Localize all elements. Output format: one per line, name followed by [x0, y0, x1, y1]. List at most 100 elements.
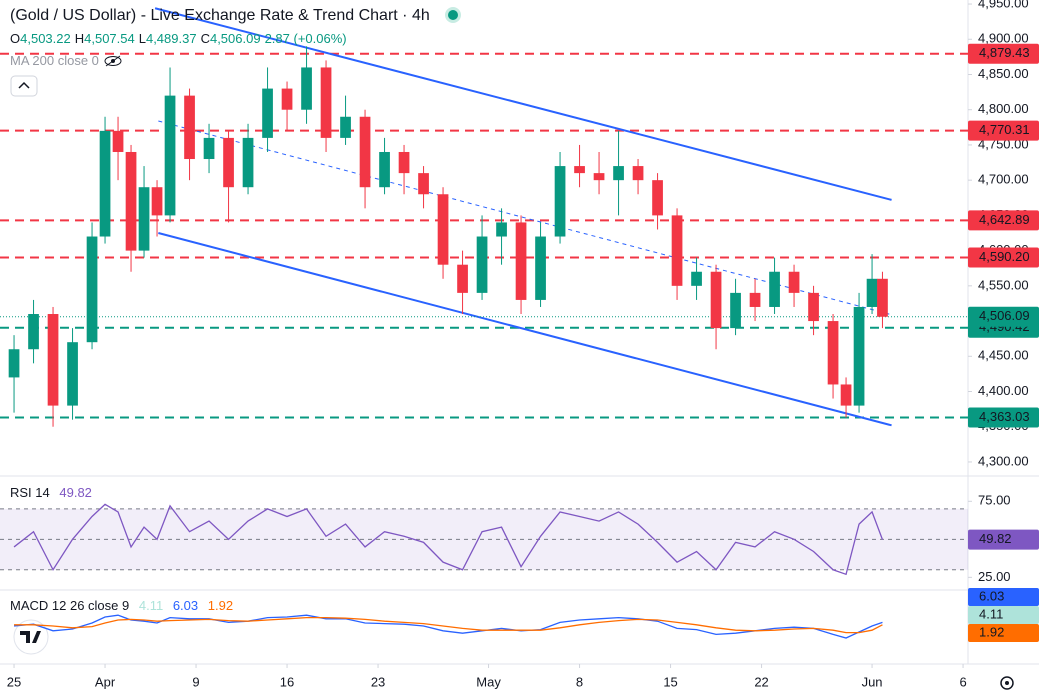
hidden-icon[interactable] [103, 55, 123, 67]
candle-body [340, 116, 351, 138]
candle-body [301, 67, 312, 110]
live-dot [448, 10, 459, 20]
x-tick-label: Apr [95, 674, 116, 689]
x-tick-label: 6 [959, 674, 966, 689]
y-tick-label: 4,400.00 [978, 383, 1029, 398]
readout-change: 2.87 (+0.06%) [264, 31, 347, 46]
candle-body [710, 271, 722, 329]
x-tick-label: 9 [192, 674, 199, 689]
signal-value: 1.92 [207, 598, 234, 613]
readout-key: H [74, 31, 85, 46]
price-tag [968, 120, 1039, 141]
ma-legend: MA 200 close 0 [10, 53, 123, 68]
candle-body [613, 166, 624, 181]
readout-value: 4,489.37 [145, 31, 197, 46]
price-tag [968, 43, 1039, 64]
readout-value: 4,507.54 [84, 31, 135, 46]
readout-value: 4,503.22 [20, 31, 71, 46]
price-tag-label: 4,506.09 [979, 308, 1030, 323]
collapse-icon [18, 81, 30, 89]
x-tick-label: 25 [7, 674, 21, 689]
x-tick-label: 16 [280, 674, 294, 689]
y-tick-label: 4,450.00 [978, 348, 1029, 363]
candle-body [242, 137, 254, 188]
collapse-button[interactable] [10, 75, 38, 97]
value-tag-label: 1.92 [979, 624, 1004, 639]
candle-body [320, 67, 332, 138]
indicator-line [14, 616, 883, 634]
candle-body [593, 173, 605, 181]
candle-body [877, 278, 888, 317]
y-tick-label: 4,900.00 [978, 31, 1029, 46]
rsi-value: 49.82 [59, 485, 92, 500]
rsi-legend: RSI 14 49.82 [10, 485, 92, 500]
candle-body [632, 166, 644, 181]
candle-body [827, 321, 839, 385]
candle-body [749, 292, 761, 307]
candle-body [808, 292, 819, 322]
tv-logo [13, 619, 49, 655]
y-tick-label: 25.00 [978, 569, 1011, 584]
candle-body [788, 271, 800, 293]
ma-label: MA 200 close 0 [10, 53, 99, 68]
x-tick-label: 23 [371, 674, 385, 689]
candle-body [554, 166, 566, 237]
candle-body [223, 137, 234, 188]
readout-key: O [10, 31, 21, 46]
price-tag [968, 210, 1039, 231]
price-tag [968, 247, 1039, 268]
price-tag [968, 407, 1039, 428]
y-tick-label: 4,950.00 [978, 0, 1029, 10]
price-tag-label: 4,642.89 [979, 212, 1030, 227]
candle-body [652, 180, 663, 216]
y-tick-label: 4,850.00 [978, 66, 1029, 81]
price-tag-label: 4,363.03 [979, 409, 1030, 424]
candle-body [730, 292, 741, 329]
macd-value: 6.03 [172, 598, 199, 613]
candle-body [359, 116, 371, 188]
rsi-line [13, 503, 884, 576]
settings-icon[interactable] [1000, 676, 1014, 690]
value-tag-label: 4.11 [979, 606, 1003, 621]
candle-body [515, 222, 527, 300]
y-tick-label: 4,800.00 [978, 101, 1029, 116]
header-title: (Gold / US Dollar) - Live Exchange Rate … [10, 7, 459, 25]
readout-key: L [138, 31, 146, 46]
trend-line [158, 120, 892, 316]
value-tag [968, 588, 1039, 606]
readout-value: 4,506.09 [209, 31, 261, 46]
title: (Gold / US Dollar) - Live Exchange Rate … [10, 7, 430, 24]
candle-body [457, 264, 468, 293]
x-tick-label: 15 [663, 674, 677, 689]
macd-hist-value: 4.11 [138, 598, 164, 613]
candle-body [398, 151, 410, 174]
candle-body [840, 384, 852, 406]
y-tick-label: 75.00 [978, 493, 1011, 508]
price-tag [968, 306, 1039, 327]
x-tick-label: May [476, 674, 501, 689]
readout-key: C [200, 31, 210, 46]
macd-title: MACD 12 26 close 9 [10, 598, 130, 613]
price-tag-label: 4,879.43 [979, 45, 1030, 60]
candle-body [203, 137, 215, 160]
price-tag-label: 4,770.31 [979, 122, 1030, 137]
candle-body [496, 222, 507, 237]
value-tag [968, 529, 1039, 550]
candle-body [671, 215, 683, 286]
ohlc-readout: O4,503.22 H4,507.54 L4,489.37 C4,506.09 2.87… [10, 31, 347, 46]
candle-body [262, 88, 273, 138]
candle-body [379, 151, 390, 188]
candle-body [47, 314, 59, 406]
y-tick-label: 4,700.00 [978, 172, 1029, 187]
candle-body [99, 130, 111, 237]
x-tick-label: 22 [754, 674, 768, 689]
candle-body [769, 271, 780, 307]
candle-body [8, 349, 20, 378]
candle-body [28, 314, 39, 350]
candle-body [691, 271, 702, 286]
candle-body [125, 151, 137, 251]
candle-body [164, 95, 176, 216]
value-tag [968, 624, 1039, 642]
y-tick-label: 4,550.00 [978, 277, 1029, 292]
